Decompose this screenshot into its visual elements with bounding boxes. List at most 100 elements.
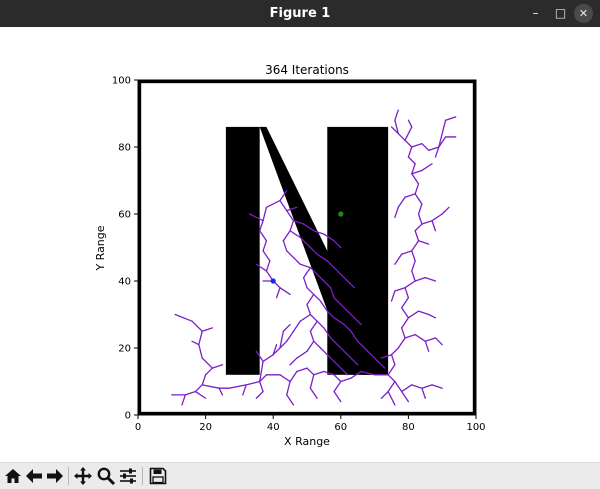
home-icon [5,469,21,483]
tree-edge [302,266,312,279]
tree-edge [353,317,362,326]
tree-edge [259,374,268,383]
tree-edge [421,163,433,172]
y-tick-label: 100 [112,76,131,87]
tree-edge [400,297,410,309]
minimize-button[interactable]: – [532,6,539,20]
x-tick-label: 100 [466,422,485,433]
tree-edge [313,230,325,235]
y-tick-label: 20 [118,344,131,355]
tree-edge [279,199,288,212]
tree-edge [397,196,406,208]
tree-edge [340,367,349,376]
maximize-button[interactable]: □ [554,6,567,20]
obstacle-left-bar [225,126,260,375]
tree-edge [292,320,301,332]
tree-edge [316,273,325,282]
tree-edge [400,327,406,339]
tree-edge [299,313,312,322]
tree-edge [309,246,318,255]
tree-edge [323,370,335,376]
obstacle-diagonal [259,126,389,375]
save-button[interactable] [148,466,168,486]
tree-edge [289,370,298,383]
tree-edge [201,384,220,389]
tree-edge [211,364,224,369]
back-button[interactable] [24,466,44,486]
y-tick-label: 40 [118,277,131,288]
tree-edge [191,340,200,346]
tree-edge [326,310,335,319]
tree-edge [394,119,399,135]
tree-edge [411,384,423,389]
tree-edge [201,357,214,369]
pan-button[interactable] [73,466,93,486]
tree-edge [417,203,423,215]
tree-edge [245,380,261,386]
tree-edge [414,333,426,342]
tree-edge [194,390,207,399]
tree-edge [255,390,264,399]
tree-edge [228,384,247,389]
tree-edge [350,357,359,366]
tree-edge [282,323,291,332]
tree-edge [380,354,393,359]
tree-edge [411,173,420,185]
tree-edge [201,374,207,386]
figure-canvas: 0 20 40 60 80 100 0 20 40 60 80 100 364 Iterations … [0,27,600,462]
close-button[interactable]: ✕ [574,4,593,23]
tree-edge [296,367,308,373]
x-tick-label: 20 [199,422,212,433]
tree-edge [431,220,437,232]
tree-edge [394,253,403,265]
configure-subplots-button[interactable] [118,466,138,486]
toolbar [0,462,600,489]
tree-edge [279,330,284,349]
toolbar-separator [68,467,69,485]
tree-edge [313,370,325,376]
tree-edge [242,384,247,396]
y-tick-label: 60 [118,210,131,221]
tree-edge [421,384,433,389]
tree-edge [302,276,308,289]
tree-edge [198,343,203,359]
tree-edge [400,317,410,329]
tree-edge [272,347,281,356]
tree-edge [194,384,203,393]
arrow-right-icon [47,469,63,483]
tree-edge [438,136,447,148]
tree-edge [363,347,372,356]
tree-edge [286,209,295,222]
arrow-left-icon [26,469,42,483]
tree-edge [181,394,186,406]
window-titlebar: Figure 1 – □ ✕ [0,0,600,27]
tree-edge [431,213,443,222]
tree-edge [370,354,379,363]
goal-point [338,211,344,217]
tree-edge [309,320,318,332]
tree-edge [333,390,342,403]
tree-edge [299,236,312,249]
tree-edge [387,390,396,406]
tree-edge [272,343,278,356]
tree-edge [279,340,288,349]
tree-edge [387,364,396,376]
tree-edge [218,387,224,396]
tree-edge [421,220,433,225]
tree-edge [434,146,440,158]
tree-edge [323,280,332,289]
tree-edge [400,250,413,255]
tree-edge [174,313,193,322]
tree-edge [400,384,413,393]
tree-edge [296,350,308,359]
tree-edge [259,230,268,242]
zoom-button[interactable] [96,466,116,486]
tree-edge [306,293,315,306]
tree-edge [404,126,413,141]
tree-edge [411,250,416,262]
forward-button[interactable] [45,466,65,486]
tree-edge [411,260,416,272]
tree-edge [394,380,403,393]
tree-edge [333,317,345,326]
home-button[interactable] [3,466,23,486]
